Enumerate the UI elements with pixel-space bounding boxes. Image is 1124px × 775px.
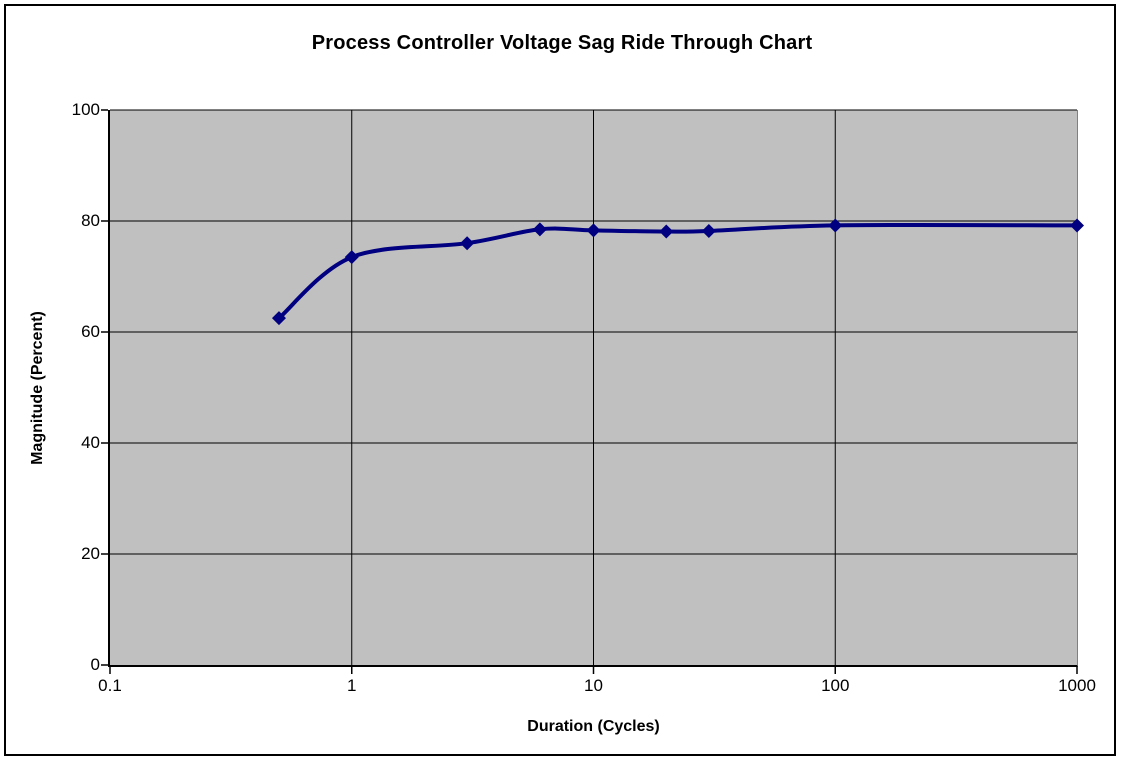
line-chart-canvas xyxy=(101,109,1084,674)
x-tick-label: 1000 xyxy=(1058,676,1096,695)
data-point-marker xyxy=(532,222,547,237)
x-tick-label: 10 xyxy=(584,676,603,695)
x-tick-label: 1 xyxy=(347,676,357,695)
y-tick-label: 80 xyxy=(81,211,100,230)
data-point-marker xyxy=(659,224,674,239)
data-point-marker xyxy=(344,250,359,265)
data-point-marker xyxy=(701,223,716,238)
y-tick-label: 0 xyxy=(90,655,100,674)
data-point-marker xyxy=(460,236,475,251)
data-point-marker xyxy=(586,223,601,238)
x-axis-title: Duration (Cycles) xyxy=(527,718,660,735)
chart-title: Process Controller Voltage Sag Ride Thro… xyxy=(311,32,813,54)
y-tick-label: 20 xyxy=(81,544,100,563)
y-tick-label: 60 xyxy=(81,322,100,341)
x-tick-label: 100 xyxy=(821,676,850,695)
data-point-marker xyxy=(271,311,286,326)
y-tick-label: 100 xyxy=(71,100,100,119)
y-tick-label: 40 xyxy=(81,433,100,452)
plot-area xyxy=(101,109,1084,674)
x-tick-label: 0.1 xyxy=(98,676,122,695)
data-point-marker xyxy=(1070,218,1084,233)
data-point-marker xyxy=(828,218,843,233)
